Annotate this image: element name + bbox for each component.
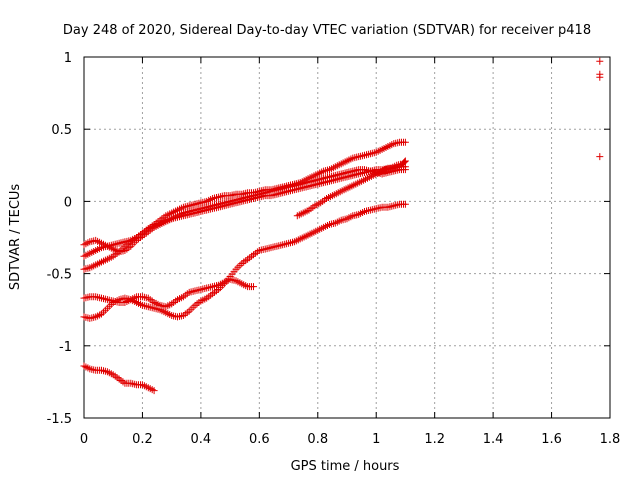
- x-axis-label: GPS time / hours: [291, 459, 400, 474]
- data-points: [80, 57, 604, 395]
- data-point-track-e: [250, 283, 257, 291]
- data-point-track-c: [401, 166, 409, 174]
- x-tick-label: 1.2: [424, 432, 445, 447]
- y-tick-label: -1: [59, 340, 72, 355]
- x-tick-label: 0: [80, 432, 88, 447]
- x-tick-label: 1.4: [483, 432, 504, 447]
- y-tick-label: 0.5: [51, 123, 72, 138]
- chart-title: Day 248 of 2020, Sidereal Day-to-day VTE…: [63, 23, 591, 38]
- plot-frame: [83, 56, 611, 419]
- y-tick-label: 0: [64, 195, 72, 210]
- data-point-outliers: [596, 73, 604, 81]
- x-tick-label: 1.6: [541, 432, 562, 447]
- data-point-track-a: [401, 138, 409, 146]
- data-point-outliers: [596, 57, 604, 65]
- grid: [84, 57, 610, 418]
- y-tick-label: 1: [64, 51, 72, 66]
- data-point-track-d: [401, 200, 409, 208]
- data-point-track-f: [150, 387, 158, 395]
- x-tick-label: 0.8: [307, 432, 328, 447]
- x-tick-label: 1.8: [600, 432, 621, 447]
- x-tick-label: 0.4: [191, 432, 212, 447]
- axis-ticks: 0 0.2 0.4 0.6 0.8 1 1.2 1.4 1.6 1.8 1 0.5 0 -0.5 -1 -1.…: [47, 51, 621, 447]
- y-axis-label: SDTVAR / TECUs: [8, 184, 23, 291]
- x-tick-label: 0.2: [132, 432, 153, 447]
- data-point-track-g: [401, 158, 408, 166]
- data-point-track-g: [401, 157, 409, 165]
- x-tick-label: 0.6: [249, 432, 270, 447]
- x-tick-label: 1: [372, 432, 380, 447]
- y-tick-label: -1.5: [47, 412, 72, 427]
- data-point-outliers: [596, 153, 604, 161]
- y-tick-label: -0.5: [47, 268, 72, 283]
